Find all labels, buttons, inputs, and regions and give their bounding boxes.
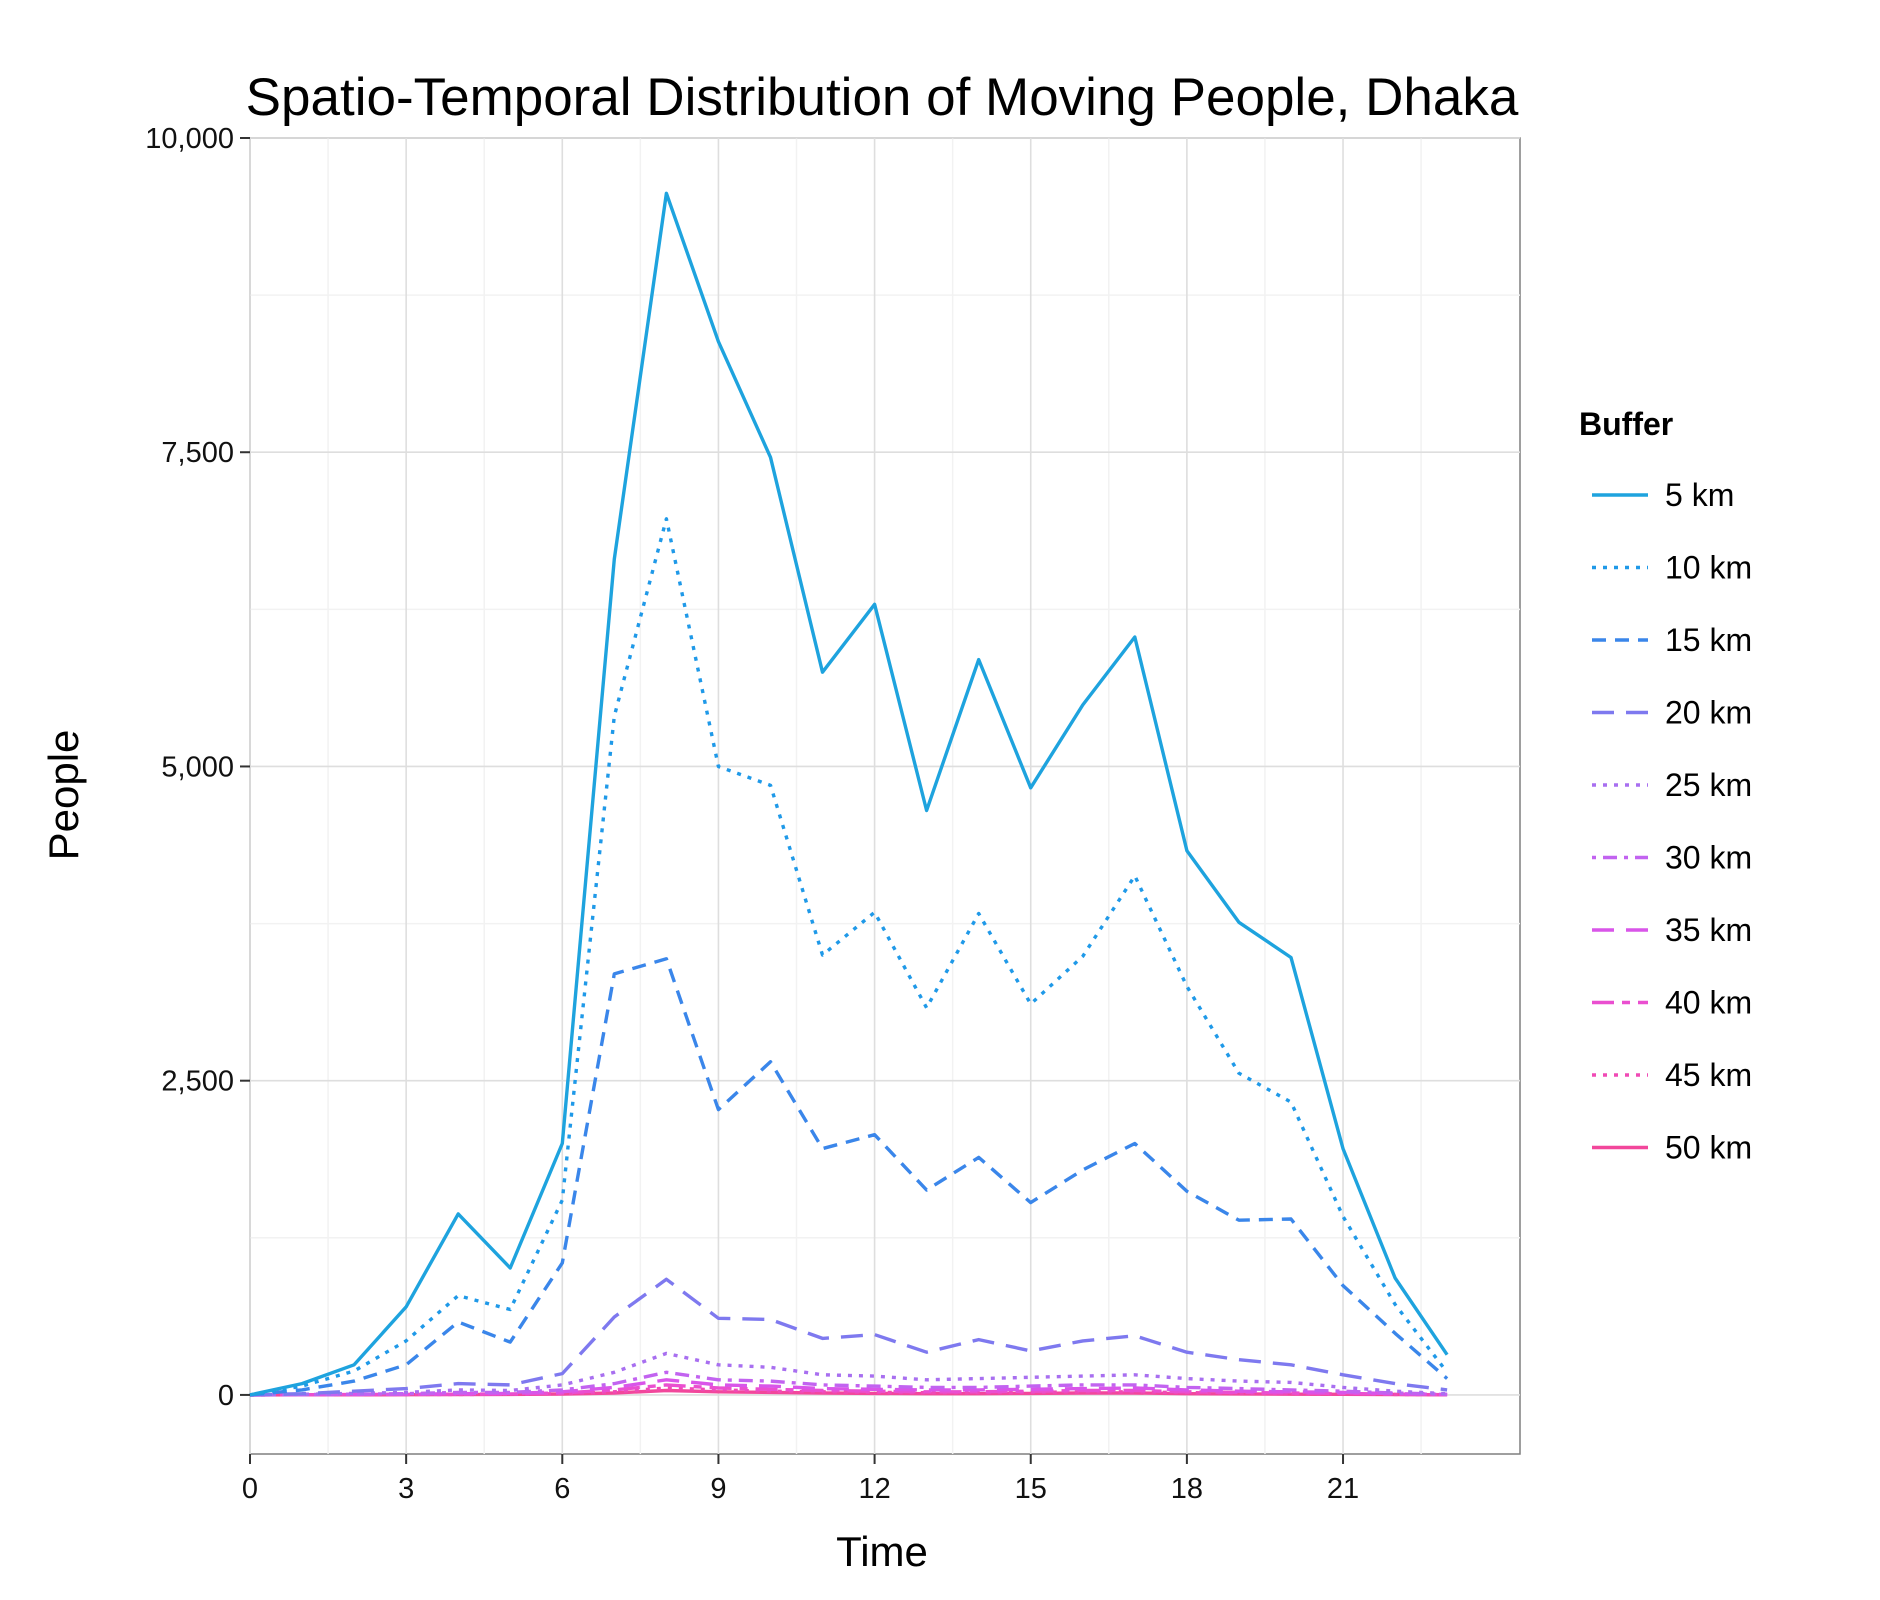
legend-label: 50 km <box>1665 1130 1752 1166</box>
y-tick-label: 7,500 <box>161 437 234 469</box>
series-line <box>249 1370 1448 1397</box>
legend-label: 20 km <box>1665 695 1752 731</box>
legend: Buffer 5 km 10 km 15 km 20 km 25 km 30 km 35 k… <box>1579 406 1752 1166</box>
x-axis-title: Time <box>836 1528 928 1575</box>
legend-label: 35 km <box>1665 912 1752 948</box>
series-lines <box>249 191 1449 1397</box>
x-tick-label: 0 <box>242 1473 258 1505</box>
grid-lines <box>249 137 1520 1454</box>
x-tick-label: 18 <box>1171 1473 1203 1505</box>
x-tick-label: 21 <box>1327 1473 1359 1505</box>
x-tick-label: 12 <box>858 1473 890 1505</box>
series-line <box>249 957 1449 1397</box>
panel-border <box>249 137 1521 1455</box>
legend-label: 5 km <box>1665 477 1734 513</box>
legend-label: 40 km <box>1665 985 1752 1021</box>
series-line <box>249 1277 1448 1397</box>
legend-label: 45 km <box>1665 1057 1752 1093</box>
legend-label: 10 km <box>1665 550 1752 586</box>
legend-label: 25 km <box>1665 767 1752 803</box>
y-tick-label: 10,000 <box>145 123 234 155</box>
y-tick-label: 5,000 <box>161 751 234 783</box>
x-tick-label: 6 <box>554 1473 570 1505</box>
x-tick-label: 15 <box>1015 1473 1047 1505</box>
legend-title: Buffer <box>1579 406 1673 442</box>
series-line <box>249 191 1449 1397</box>
plot-panel <box>249 137 1521 1455</box>
series-line <box>249 1378 1448 1397</box>
axes: 0 3 6 9 12 15 18 21 0 2,500 5,000 7,500 10,000 <box>145 123 1359 1505</box>
chart-title: Spatio-Temporal Distribution of Moving P… <box>246 68 1519 127</box>
y-tick-label: 2,500 <box>161 1066 234 1098</box>
y-axis-title: People <box>40 730 87 861</box>
series-line <box>249 1351 1448 1397</box>
x-tick-label: 3 <box>398 1473 414 1505</box>
y-tick-label: 0 <box>218 1380 234 1412</box>
x-tick-label: 9 <box>710 1473 726 1505</box>
legend-label: 15 km <box>1665 622 1752 658</box>
legend-label: 30 km <box>1665 840 1752 876</box>
